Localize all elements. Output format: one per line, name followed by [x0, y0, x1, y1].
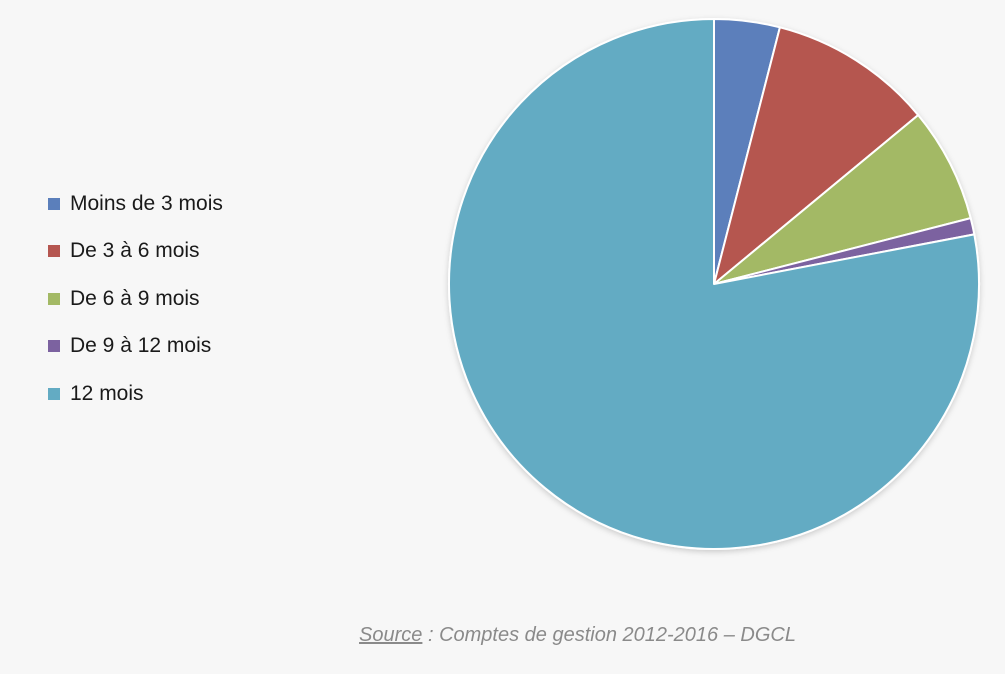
- source-text: : Comptes de gestion 2012-2016 – DGCL: [422, 624, 796, 646]
- legend-swatch: [48, 197, 60, 210]
- pie-slice: [713, 114, 972, 285]
- chart-legend: Moins de 3 mois De 3 à 6 mois De 6 à 9 moi…: [48, 180, 223, 418]
- legend-item: De 9 à 12 mois: [48, 323, 223, 371]
- legend-item: De 3 à 6 mois: [48, 228, 223, 276]
- legend-label: De 3 à 6 mois: [70, 239, 200, 263]
- legend-label: 12 mois: [70, 381, 144, 405]
- legend-swatch: [48, 387, 60, 400]
- pie-slice: [713, 26, 920, 285]
- source-label: Source: [359, 624, 423, 646]
- legend-item: 12 mois: [48, 370, 223, 418]
- pie-chart: [448, 18, 980, 550]
- legend-label: Moins de 3 mois: [70, 191, 223, 215]
- source-note: Source : Comptes de gestion 2012-2016 – …: [0, 624, 1005, 647]
- legend-swatch: [48, 340, 60, 353]
- legend-label: De 9 à 12 mois: [70, 334, 212, 358]
- legend-label: De 6 à 9 mois: [70, 286, 200, 310]
- legend-swatch: [48, 245, 60, 258]
- legend-item: De 6 à 9 mois: [48, 275, 223, 323]
- legend-swatch: [48, 292, 60, 305]
- legend-item: Moins de 3 mois: [48, 180, 223, 228]
- pie-slice: [448, 18, 980, 550]
